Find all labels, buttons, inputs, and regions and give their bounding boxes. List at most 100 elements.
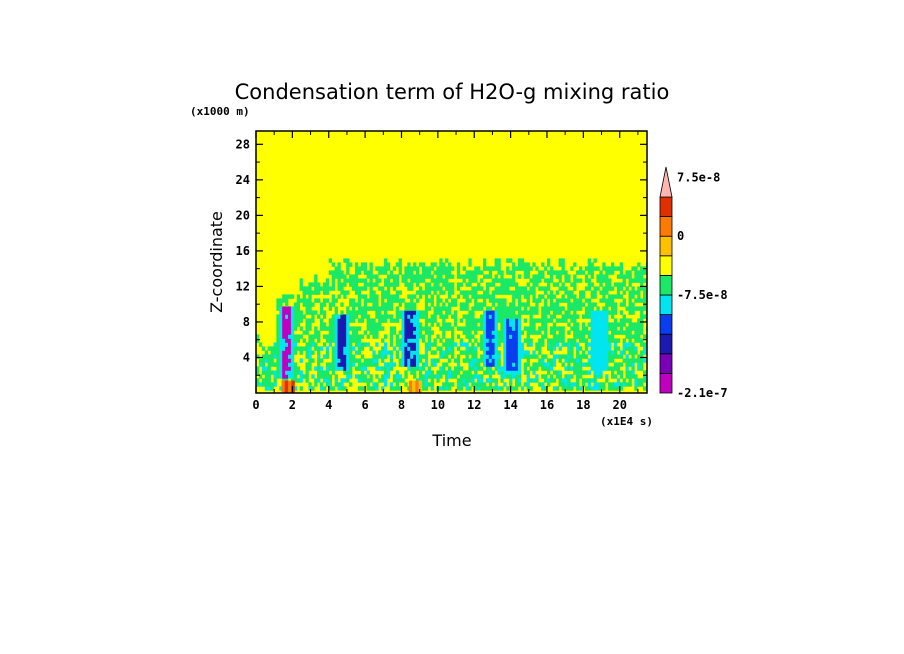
field-cell bbox=[430, 374, 434, 379]
field-cell bbox=[622, 322, 626, 327]
field-cell bbox=[320, 326, 324, 331]
field-cell bbox=[416, 326, 420, 331]
field-cell bbox=[407, 286, 411, 291]
field-cell bbox=[354, 262, 359, 267]
field-cell bbox=[389, 318, 394, 323]
field-cell bbox=[602, 306, 606, 311]
field-cell bbox=[608, 282, 612, 287]
field-cell bbox=[299, 282, 303, 287]
field-cell bbox=[587, 342, 591, 347]
field-cell bbox=[506, 270, 510, 275]
field-cell bbox=[314, 342, 318, 347]
field-cell bbox=[547, 306, 551, 311]
field-cell bbox=[386, 286, 391, 291]
field-cell bbox=[369, 318, 373, 323]
field-cell bbox=[602, 274, 606, 279]
field-cell bbox=[561, 330, 565, 335]
field-cell bbox=[267, 362, 271, 367]
field-cell bbox=[445, 374, 449, 379]
field-cell bbox=[386, 294, 391, 299]
field-cell bbox=[584, 310, 589, 315]
field-cell bbox=[547, 338, 551, 343]
field-cell bbox=[331, 370, 335, 375]
field-cell bbox=[462, 342, 466, 347]
field-cell bbox=[372, 322, 376, 327]
field-cell bbox=[471, 350, 475, 355]
field-cell bbox=[587, 258, 591, 263]
field-cell bbox=[334, 334, 338, 339]
field-cell bbox=[596, 374, 600, 379]
field-cell bbox=[311, 314, 315, 319]
field-cell bbox=[302, 302, 306, 307]
field-cell bbox=[293, 366, 298, 371]
field-cell bbox=[285, 358, 289, 363]
field-cell bbox=[628, 358, 632, 363]
field-cell bbox=[520, 342, 525, 347]
field-cell bbox=[640, 326, 644, 331]
field-cell bbox=[576, 370, 580, 375]
field-cell bbox=[465, 346, 469, 351]
field-cell bbox=[532, 262, 536, 267]
field-cell bbox=[564, 298, 568, 303]
field-cell bbox=[497, 310, 501, 315]
field-cell bbox=[381, 314, 385, 319]
field-cell bbox=[322, 302, 327, 307]
field-cell bbox=[276, 366, 280, 371]
field-cell bbox=[538, 298, 542, 303]
field-cell bbox=[497, 262, 501, 267]
field-cell bbox=[500, 378, 504, 383]
field-cell bbox=[500, 334, 504, 339]
field-cell bbox=[349, 338, 353, 343]
field-cell bbox=[491, 330, 495, 335]
field-cell bbox=[485, 338, 490, 343]
field-cell bbox=[474, 350, 478, 355]
field-cell bbox=[456, 382, 461, 387]
field-cell bbox=[558, 286, 562, 291]
field-cell bbox=[389, 270, 394, 275]
field-cell bbox=[363, 330, 367, 335]
field-cell bbox=[308, 386, 312, 391]
field-cell bbox=[433, 262, 437, 267]
field-cell bbox=[299, 334, 303, 339]
field-cell bbox=[320, 382, 324, 387]
field-cell bbox=[552, 370, 557, 375]
field-cell bbox=[613, 330, 618, 335]
field-cell bbox=[509, 374, 513, 379]
field-cell bbox=[346, 354, 350, 359]
field-cell bbox=[410, 362, 414, 367]
field-cell bbox=[311, 290, 315, 295]
field-cell bbox=[535, 366, 539, 371]
field-cell bbox=[561, 326, 565, 331]
field-cell bbox=[544, 318, 548, 323]
field-cell bbox=[290, 342, 295, 347]
field-cell bbox=[515, 330, 519, 335]
field-cell bbox=[637, 326, 641, 331]
field-cell bbox=[389, 386, 394, 391]
field-cell bbox=[622, 378, 626, 383]
field-cell bbox=[474, 354, 478, 359]
field-cell bbox=[544, 314, 548, 319]
field-cell bbox=[602, 310, 606, 315]
field-cell bbox=[468, 326, 472, 331]
field-cell bbox=[590, 294, 594, 299]
field-cell bbox=[445, 378, 449, 383]
field-cell bbox=[628, 330, 632, 335]
field-cell bbox=[509, 358, 513, 363]
field-cell bbox=[442, 370, 446, 375]
field-cell bbox=[483, 346, 487, 351]
field-cell bbox=[296, 314, 300, 319]
field-cell bbox=[485, 354, 490, 359]
field-cell bbox=[366, 306, 370, 311]
field-cell bbox=[325, 382, 330, 387]
field-cell bbox=[325, 362, 330, 367]
field-cell bbox=[590, 350, 594, 355]
field-cell bbox=[386, 302, 391, 307]
colorbar-swatch bbox=[659, 216, 673, 237]
field-cell bbox=[363, 278, 367, 283]
field-cell bbox=[276, 350, 280, 355]
field-cell bbox=[456, 386, 461, 391]
field-cell bbox=[290, 366, 295, 371]
field-cell bbox=[605, 306, 609, 311]
field-cell bbox=[567, 338, 571, 343]
field-cell bbox=[424, 370, 429, 375]
